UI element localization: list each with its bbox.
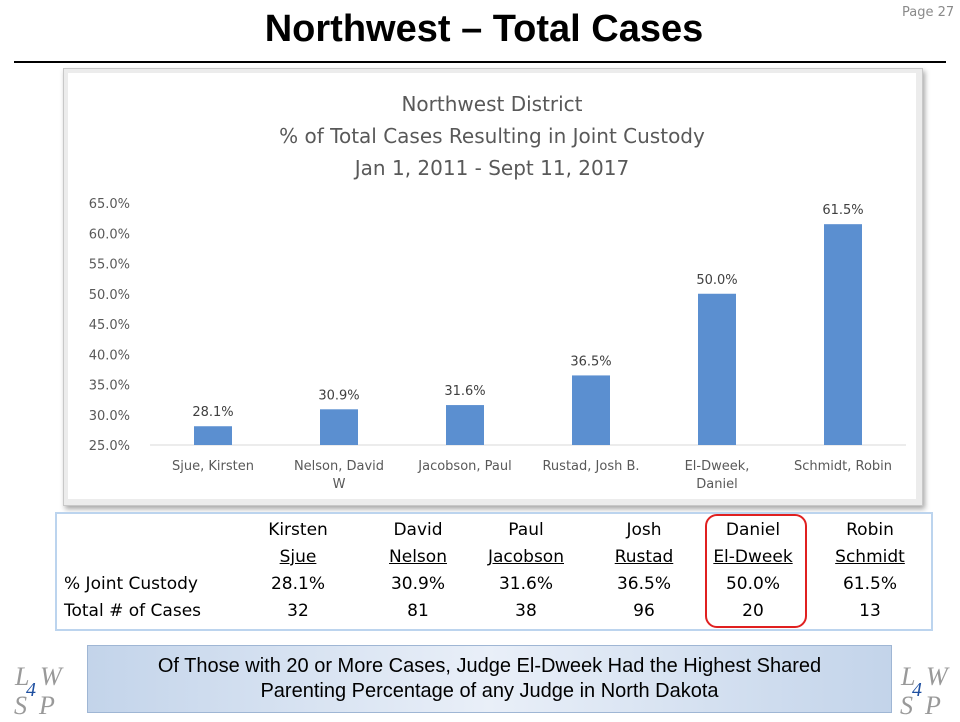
col-header-first: Daniel [725,520,781,540]
x-tick-label: Rustad, Josh B. [542,459,639,474]
col-header-first: David [393,520,443,540]
lwsp-logo-left: L W S P 4 [12,658,68,720]
col-header-last: Rustad [614,547,674,567]
x-tick-label: Daniel [696,477,737,492]
col-header-first: Kirsten [268,520,328,540]
page-number: Page 27 [902,5,955,20]
table-cell: 50.0% [725,574,780,594]
x-tick-label: W [333,477,346,492]
col-header-last: Jacobson [487,547,564,567]
y-tick-label: 60.0% [89,227,130,242]
col-header-last: El-Dweek [713,547,793,567]
summary-table: Kirsten David Paul Josh Daniel Robin Sju… [55,512,933,631]
table-cell: 38 [515,601,537,621]
table-cell: 31.6% [498,574,553,594]
col-header-first: Paul [508,520,544,540]
table-cell: 61.5% [842,574,897,594]
lwsp-logo-right: L W S P 4 [898,658,954,720]
page-title: Northwest – Total Cases [264,8,704,50]
bar [698,293,736,445]
table-cell: 81 [407,601,429,621]
chart-title-line: Northwest District [401,92,582,116]
table-cell: 96 [633,601,655,621]
y-tick-label: 55.0% [89,258,130,273]
logo-number: 4 [912,679,922,701]
data-label: 31.6% [444,384,485,399]
y-tick-label: 25.0% [89,439,130,454]
y-tick-label: 35.0% [89,379,130,394]
x-tick-label: Nelson, David [294,459,384,474]
x-tick-label: Sjue, Kirsten [172,459,254,474]
table-cell: 36.5% [616,574,671,594]
col-header-last: Schmidt [835,547,905,567]
banner-line-1: Of Those with 20 or More Cases, Judge El… [157,655,822,677]
chart-area: Northwest District % of Total Cases Resul… [68,73,916,499]
chart-title-line: % of Total Cases Resulting in Joint Cust… [279,124,705,148]
y-tick-label: 45.0% [89,318,130,333]
table-cell: 13 [859,601,881,621]
bar [446,405,484,445]
logo-letter: W [40,662,64,691]
col-header-last: Nelson [389,547,447,567]
data-label: 36.5% [570,354,611,369]
logo-letter: P [924,691,941,718]
logo-letter: P [38,691,55,718]
row-label-joint-custody: % Joint Custody [64,574,198,594]
bar [572,375,610,445]
banner-line-2: Parenting Percentage of any Judge in Nor… [260,680,719,702]
chart-title-line: Jan 1, 2011 - Sept 11, 2017 [353,156,629,180]
logo-letter: L [14,662,29,691]
table-cell: 30.9% [390,574,445,594]
x-tick-label: Jacobson, Paul [417,459,511,474]
data-label: 50.0% [696,273,737,288]
data-label: 30.9% [318,388,359,403]
bar [194,426,232,445]
conclusion-banner: Of Those with 20 or More Cases, Judge El… [87,645,892,713]
el-dweek-highlight-box [705,514,807,628]
col-header-last: Sjue [279,547,317,567]
y-tick-label: 40.0% [89,348,130,363]
x-tick-label: Schmidt, Robin [794,459,892,474]
logo-letter: W [926,662,950,691]
bar-chart: Northwest District % of Total Cases Resul… [89,92,906,492]
data-label: 61.5% [822,203,863,218]
chart-frame: Northwest District % of Total Cases Resul… [63,68,923,506]
y-tick-label: 50.0% [89,288,130,303]
row-label-total-cases: Total # of Cases [64,601,202,621]
logo-letter: S [14,691,27,718]
logo-number: 4 [26,679,36,701]
bar [824,224,862,445]
col-header-first: Robin [846,520,894,540]
col-header-first: Josh [626,520,662,540]
logo-letter: S [900,691,913,718]
table-cell: 32 [287,601,309,621]
y-tick-label: 65.0% [89,197,130,212]
data-label: 28.1% [192,405,233,420]
title-divider [14,61,946,63]
y-tick-label: 30.0% [89,409,130,424]
bar [320,409,358,445]
table-cell: 28.1% [270,574,325,594]
x-tick-label: El-Dweek, [685,459,750,474]
logo-letter: L [900,662,915,691]
table-cell: 20 [742,601,764,621]
